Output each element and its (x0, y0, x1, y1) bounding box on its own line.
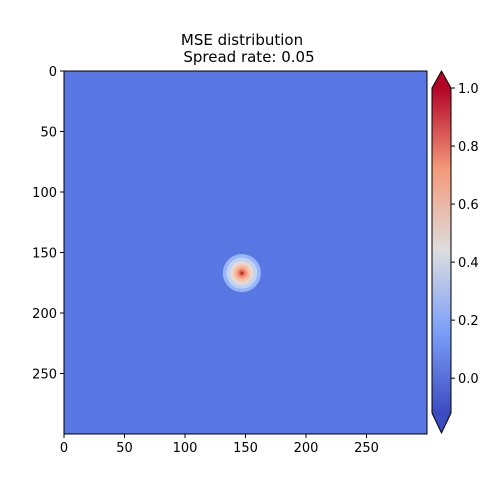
colorbar-ticks: 0.0 0.2 0.4 0.6 0.8 1.0 (451, 82, 479, 387)
chart-title: MSE distribution (181, 31, 303, 49)
y-tick-label: 150 (32, 247, 57, 262)
heatmap-background (64, 71, 427, 434)
y-tick-label: 0 (49, 65, 57, 80)
colorbar-extend-top (432, 71, 451, 88)
y-tick-label: 50 (40, 126, 57, 141)
y-tick-label: 100 (32, 186, 57, 201)
hotspot-ring (240, 271, 244, 275)
colorbar-gradient (432, 88, 451, 413)
y-tick-label: 250 (32, 368, 57, 383)
colorbar-tick-label: 0.2 (458, 314, 479, 329)
colorbar-tick-label: 0.0 (458, 372, 479, 387)
x-axis: 0 50 100 150 200 250 (60, 434, 379, 456)
x-tick-label: 150 (233, 441, 258, 456)
colorbar-tick-label: 0.4 (458, 256, 479, 271)
colorbar-tick-label: 1.0 (458, 82, 479, 97)
x-tick-label: 100 (173, 441, 198, 456)
x-tick-label: 200 (294, 441, 319, 456)
colorbar-tick-label: 0.6 (458, 198, 479, 213)
x-tick-label: 250 (354, 441, 379, 456)
x-tick-label: 50 (116, 441, 133, 456)
heatmap-hotspot (222, 254, 261, 293)
y-tick-label: 200 (32, 307, 57, 322)
colorbar-tick-label: 0.8 (458, 140, 479, 155)
x-tick-label: 0 (60, 441, 68, 456)
colorbar: 0.0 0.2 0.4 0.6 0.8 1.0 (431, 69, 479, 435)
chart-subtitle: Spread rate: 0.05 (183, 48, 314, 66)
y-axis: 0 50 100 150 200 250 (32, 65, 64, 383)
colorbar-extend-bottom (432, 413, 451, 433)
